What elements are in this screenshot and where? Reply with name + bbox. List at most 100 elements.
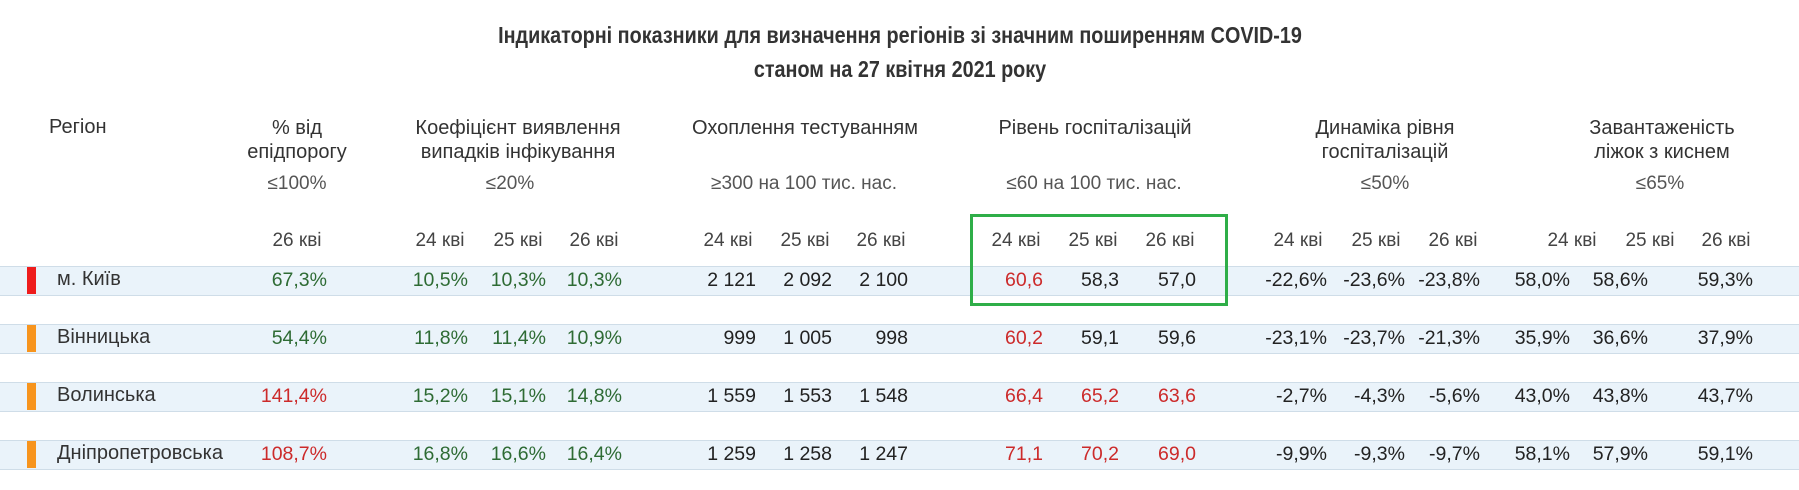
cell-test-3: 998 [875,327,908,349]
header-test-line1: Охоплення тестуванням [692,117,918,139]
header-hosp: Рівень госпіталізацій [998,116,1191,140]
date-header-oxy-1: 24 кві [1547,230,1597,251]
cell-dyn-2: -23,6% [1343,269,1405,291]
cell-oxy-3: 59,3% [1697,269,1753,291]
chart-title-line1: Індикаторні показники для визначення рег… [498,22,1302,48]
risk-marker [27,325,36,352]
cell-test-3: 1 548 [859,385,908,407]
cell-oxy-2: 36,6% [1592,327,1648,349]
cell-test-2: 1 005 [783,327,832,349]
cell-oxy-3: 59,1% [1697,443,1753,465]
header-detect: Коефіцієнт виявлення випадків інфікуванн… [415,116,620,164]
cell-test-3: 1 247 [859,443,908,465]
cell-hosp-2: 59,1 [1081,327,1119,349]
date-header-dyn-3: 26 кві [1428,230,1478,251]
cell-test-1: 1 559 [707,385,756,407]
threshold-detect: ≤20% [485,173,535,194]
header-oxy: Завантаженість ліжок з киснем [1589,116,1734,164]
cell-hosp-1: 60,6 [1005,269,1043,291]
cell-dyn-2: -9,3% [1354,443,1405,465]
cell-dyn-2: -23,7% [1343,327,1405,349]
date-header-test-1: 24 кві [703,230,753,251]
cell-hosp-2: 70,2 [1081,443,1119,465]
cell-detect-3: 10,3% [566,269,622,291]
cell-dyn-2: -4,3% [1354,385,1405,407]
header-dyn-line2: госпіталізацій [1321,141,1449,163]
cell-dyn-1: -9,9% [1276,443,1327,465]
header-epi-line1: % від [271,117,323,139]
cell-dyn-3: -23,8% [1418,269,1480,291]
cell-hosp-1: 71,1 [1005,443,1043,465]
header-dyn: Динаміка рівня госпіталізацій [1315,116,1454,164]
row-band [0,382,1799,412]
region-name: Дніпропетровська [57,442,223,464]
cell-hosp-3: 69,0 [1158,443,1196,465]
header-dyn-line1: Динаміка рівня [1315,117,1455,139]
header-detect-line1: Коефіцієнт виявлення [415,117,621,139]
cell-hosp-3: 59,6 [1158,327,1196,349]
cell-dyn-3: -5,6% [1429,385,1480,407]
cell-detect-1: 10,5% [412,269,468,291]
cell-detect-3: 14,8% [566,385,622,407]
cell-test-3: 2 100 [859,269,908,291]
table-row: Дніпропетровська 108,7% 16,8% 16,6% 16,4% 1 2… [0,440,1799,484]
date-header-hosp-3: 26 кві [1145,230,1195,251]
cell-test-2: 2 092 [783,269,832,291]
cell-oxy-1: 35,9% [1514,327,1570,349]
hospitalization-highlight-box [970,214,1228,306]
cell-oxy-1: 58,1% [1514,443,1570,465]
threshold-test: ≥300 на 100 тис. нас. [711,173,897,194]
cell-dyn-1: -23,1% [1265,327,1327,349]
cell-oxy-1: 43,0% [1514,385,1570,407]
cell-epi-1: 67,3% [271,269,327,291]
risk-marker [27,267,36,294]
date-header-dyn-2: 25 кві [1351,230,1401,251]
cell-detect-3: 16,4% [566,443,622,465]
date-header-test-2: 25 кві [780,230,830,251]
cell-test-2: 1 258 [783,443,832,465]
region-name: Волинська [57,384,156,406]
cell-test-1: 1 259 [707,443,756,465]
header-test: Охоплення тестуванням [692,116,918,140]
cell-dyn-3: -21,3% [1418,327,1480,349]
cell-hosp-3: 57,0 [1158,269,1196,291]
cell-oxy-2: 43,8% [1592,385,1648,407]
header-epi-line2: епідпорогу [247,141,347,163]
cell-detect-1: 15,2% [412,385,468,407]
date-header-hosp-1: 24 кві [991,230,1041,251]
region-name: м. Київ [57,268,121,290]
cell-epi-1: 108,7% [260,443,327,465]
cell-detect-1: 16,8% [412,443,468,465]
table-row: Волинська 141,4% 15,2% 15,1% 14,8% 1 559 1 553… [0,382,1799,426]
table-row: Вінницька 54,4% 11,8% 11,4% 10,9% 999 1 005 998… [0,324,1799,368]
threshold-oxy: ≤65% [1635,173,1685,194]
cell-oxy-1: 58,0% [1514,269,1570,291]
cell-detect-2: 10,3% [490,269,546,291]
cell-epi-1: 54,4% [271,327,327,349]
cell-test-1: 2 121 [707,269,756,291]
cell-test-2: 1 553 [783,385,832,407]
cell-detect-2: 16,6% [490,443,546,465]
date-header-detect-3: 26 кві [569,230,619,251]
region-name: Вінницька [57,326,151,348]
header-epi: % від епідпорогу [247,116,347,164]
cell-hosp-1: 60,2 [1005,327,1043,349]
cell-detect-3: 10,9% [566,327,622,349]
cell-oxy-3: 43,7% [1697,385,1753,407]
header-detect-line2: випадків інфікування [420,141,616,163]
cell-dyn-1: -2,7% [1276,385,1327,407]
cell-oxy-2: 57,9% [1592,443,1648,465]
header-oxy-line1: Завантаженість [1589,117,1735,139]
cell-hosp-1: 66,4 [1005,385,1043,407]
date-header-dyn-1: 24 кві [1273,230,1323,251]
cell-detect-2: 15,1% [490,385,546,407]
risk-marker [27,441,36,468]
row-band [0,266,1799,296]
cell-dyn-3: -9,7% [1429,443,1480,465]
date-header-test-3: 26 кві [856,230,906,251]
header-region: Регіон [49,116,107,138]
row-band [0,440,1799,470]
cell-detect-1: 11,8% [414,327,468,349]
chart-title-line2: станом на 27 квітня 2021 року [753,56,1047,82]
cell-test-1: 999 [723,327,756,349]
